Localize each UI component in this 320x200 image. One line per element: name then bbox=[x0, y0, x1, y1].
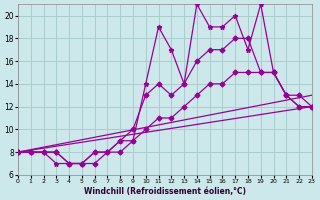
X-axis label: Windchill (Refroidissement éolien,°C): Windchill (Refroidissement éolien,°C) bbox=[84, 187, 246, 196]
